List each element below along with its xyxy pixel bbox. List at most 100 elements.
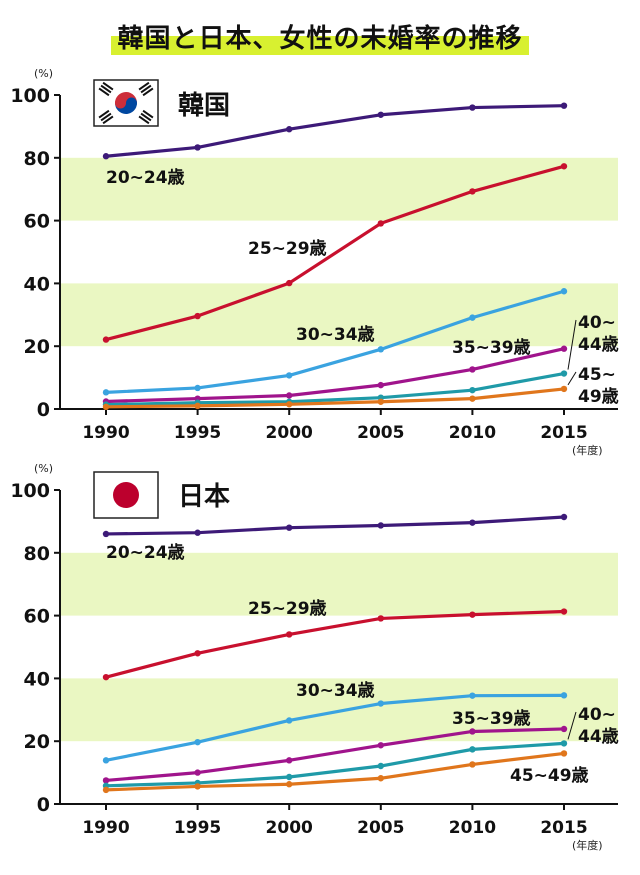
series-0: 20~24歳	[102, 102, 568, 188]
y-tick-label: 0	[37, 399, 50, 421]
data-point	[560, 163, 568, 170]
trigram-bar	[98, 87, 110, 97]
y-tick-label: 20	[24, 336, 50, 358]
series-2: 30~34歳	[102, 288, 568, 396]
data-point	[377, 346, 384, 353]
data-point	[469, 728, 476, 735]
data-point	[377, 762, 384, 770]
x-tick-label: 1990	[82, 818, 129, 838]
x-tick-label: 2005	[357, 818, 404, 838]
series-label: 44歳	[578, 334, 619, 355]
x-tick-label: 1990	[82, 423, 129, 443]
data-point	[469, 386, 476, 394]
series-label: 20~24歳	[106, 542, 185, 563]
y-tick-label: 20	[24, 731, 50, 753]
data-point	[286, 126, 293, 133]
trigram	[98, 109, 114, 125]
trigram-bar	[140, 112, 152, 122]
series-label: 30~34歳	[296, 324, 375, 345]
data-point	[194, 650, 201, 657]
data-point	[377, 398, 384, 405]
data-point	[286, 631, 293, 638]
leader-line	[567, 319, 577, 370]
data-point	[560, 385, 568, 393]
y-tick-label: 40	[24, 668, 50, 690]
series-label: 25~29歳	[248, 238, 327, 259]
leader-line	[567, 711, 577, 740]
data-point	[286, 773, 293, 781]
series-label: 49歳	[578, 386, 619, 407]
data-point	[560, 370, 568, 377]
x-tick-label: 2010	[449, 818, 496, 838]
data-point	[377, 742, 384, 749]
data-point	[102, 757, 110, 764]
data-point	[194, 144, 201, 151]
data-point	[377, 111, 384, 118]
series-label: 45~49歳	[510, 765, 589, 786]
data-point	[560, 288, 568, 295]
data-point	[469, 314, 476, 321]
y-tick-label: 60	[24, 211, 50, 233]
data-point	[286, 392, 293, 399]
trigram	[138, 81, 154, 97]
grid-band	[60, 552, 618, 616]
series-label: 40~	[578, 313, 616, 333]
data-point	[560, 692, 568, 699]
data-point	[560, 345, 568, 352]
x-tick-label: 2010	[449, 423, 496, 443]
chart-title-wrap: 韓国と日本、女性の未婚率の推移	[0, 18, 640, 55]
x-tick-label: 2000	[266, 818, 313, 838]
data-point	[102, 403, 110, 411]
data-point	[286, 524, 293, 531]
series-line	[105, 104, 565, 158]
data-point	[194, 783, 201, 790]
data-point	[560, 740, 568, 747]
y-tick-label: 80	[24, 543, 50, 565]
data-point	[194, 529, 201, 536]
data-point	[469, 761, 476, 768]
y-tick-label: 80	[24, 148, 50, 170]
series-line	[105, 387, 565, 409]
data-point	[194, 738, 201, 746]
data-point	[469, 611, 476, 618]
korea-flag	[93, 79, 159, 127]
chart-title: 韓国と日本、女性の未婚率の推移	[111, 18, 529, 55]
y-unit-label: (%)	[34, 67, 53, 80]
data-point	[194, 769, 201, 776]
x-unit-label: (年度)	[572, 838, 603, 852]
trigram-bar	[102, 81, 114, 91]
series-line	[105, 751, 565, 792]
trigram-bar	[138, 115, 150, 125]
series-5: 45~49歳	[102, 750, 589, 794]
trigram-bar	[140, 84, 152, 94]
trigram-bar	[100, 84, 112, 94]
series-line	[105, 727, 565, 783]
data-point	[102, 777, 110, 784]
data-point	[469, 188, 476, 195]
x-tick-label: 1995	[174, 423, 221, 443]
series-label: 40~	[578, 705, 616, 725]
data-point	[102, 786, 110, 794]
data-point	[102, 389, 110, 396]
series-line	[105, 515, 565, 536]
series-line	[105, 164, 565, 342]
x-tick-label: 1995	[174, 818, 221, 838]
y-tick-label: 100	[10, 85, 50, 107]
data-point	[102, 530, 110, 538]
chart-panel-0: 0 20 40 60 80 100 (%) 1990 1995 2000 2005 2010 2015(…	[10, 67, 618, 457]
trigram-bar	[142, 87, 154, 97]
grid-band	[60, 283, 618, 347]
series-line	[105, 693, 565, 762]
x-tick-label: 2015	[540, 818, 587, 838]
data-point	[377, 220, 384, 227]
series-line	[105, 289, 565, 394]
data-point	[286, 781, 293, 788]
y-unit-label: (%)	[34, 462, 53, 475]
data-point	[286, 279, 293, 287]
data-point	[469, 692, 476, 699]
data-point	[560, 750, 568, 757]
grid-band	[60, 157, 618, 221]
y-tick-label: 100	[10, 480, 50, 502]
series-1: 25~29歳	[102, 163, 568, 343]
